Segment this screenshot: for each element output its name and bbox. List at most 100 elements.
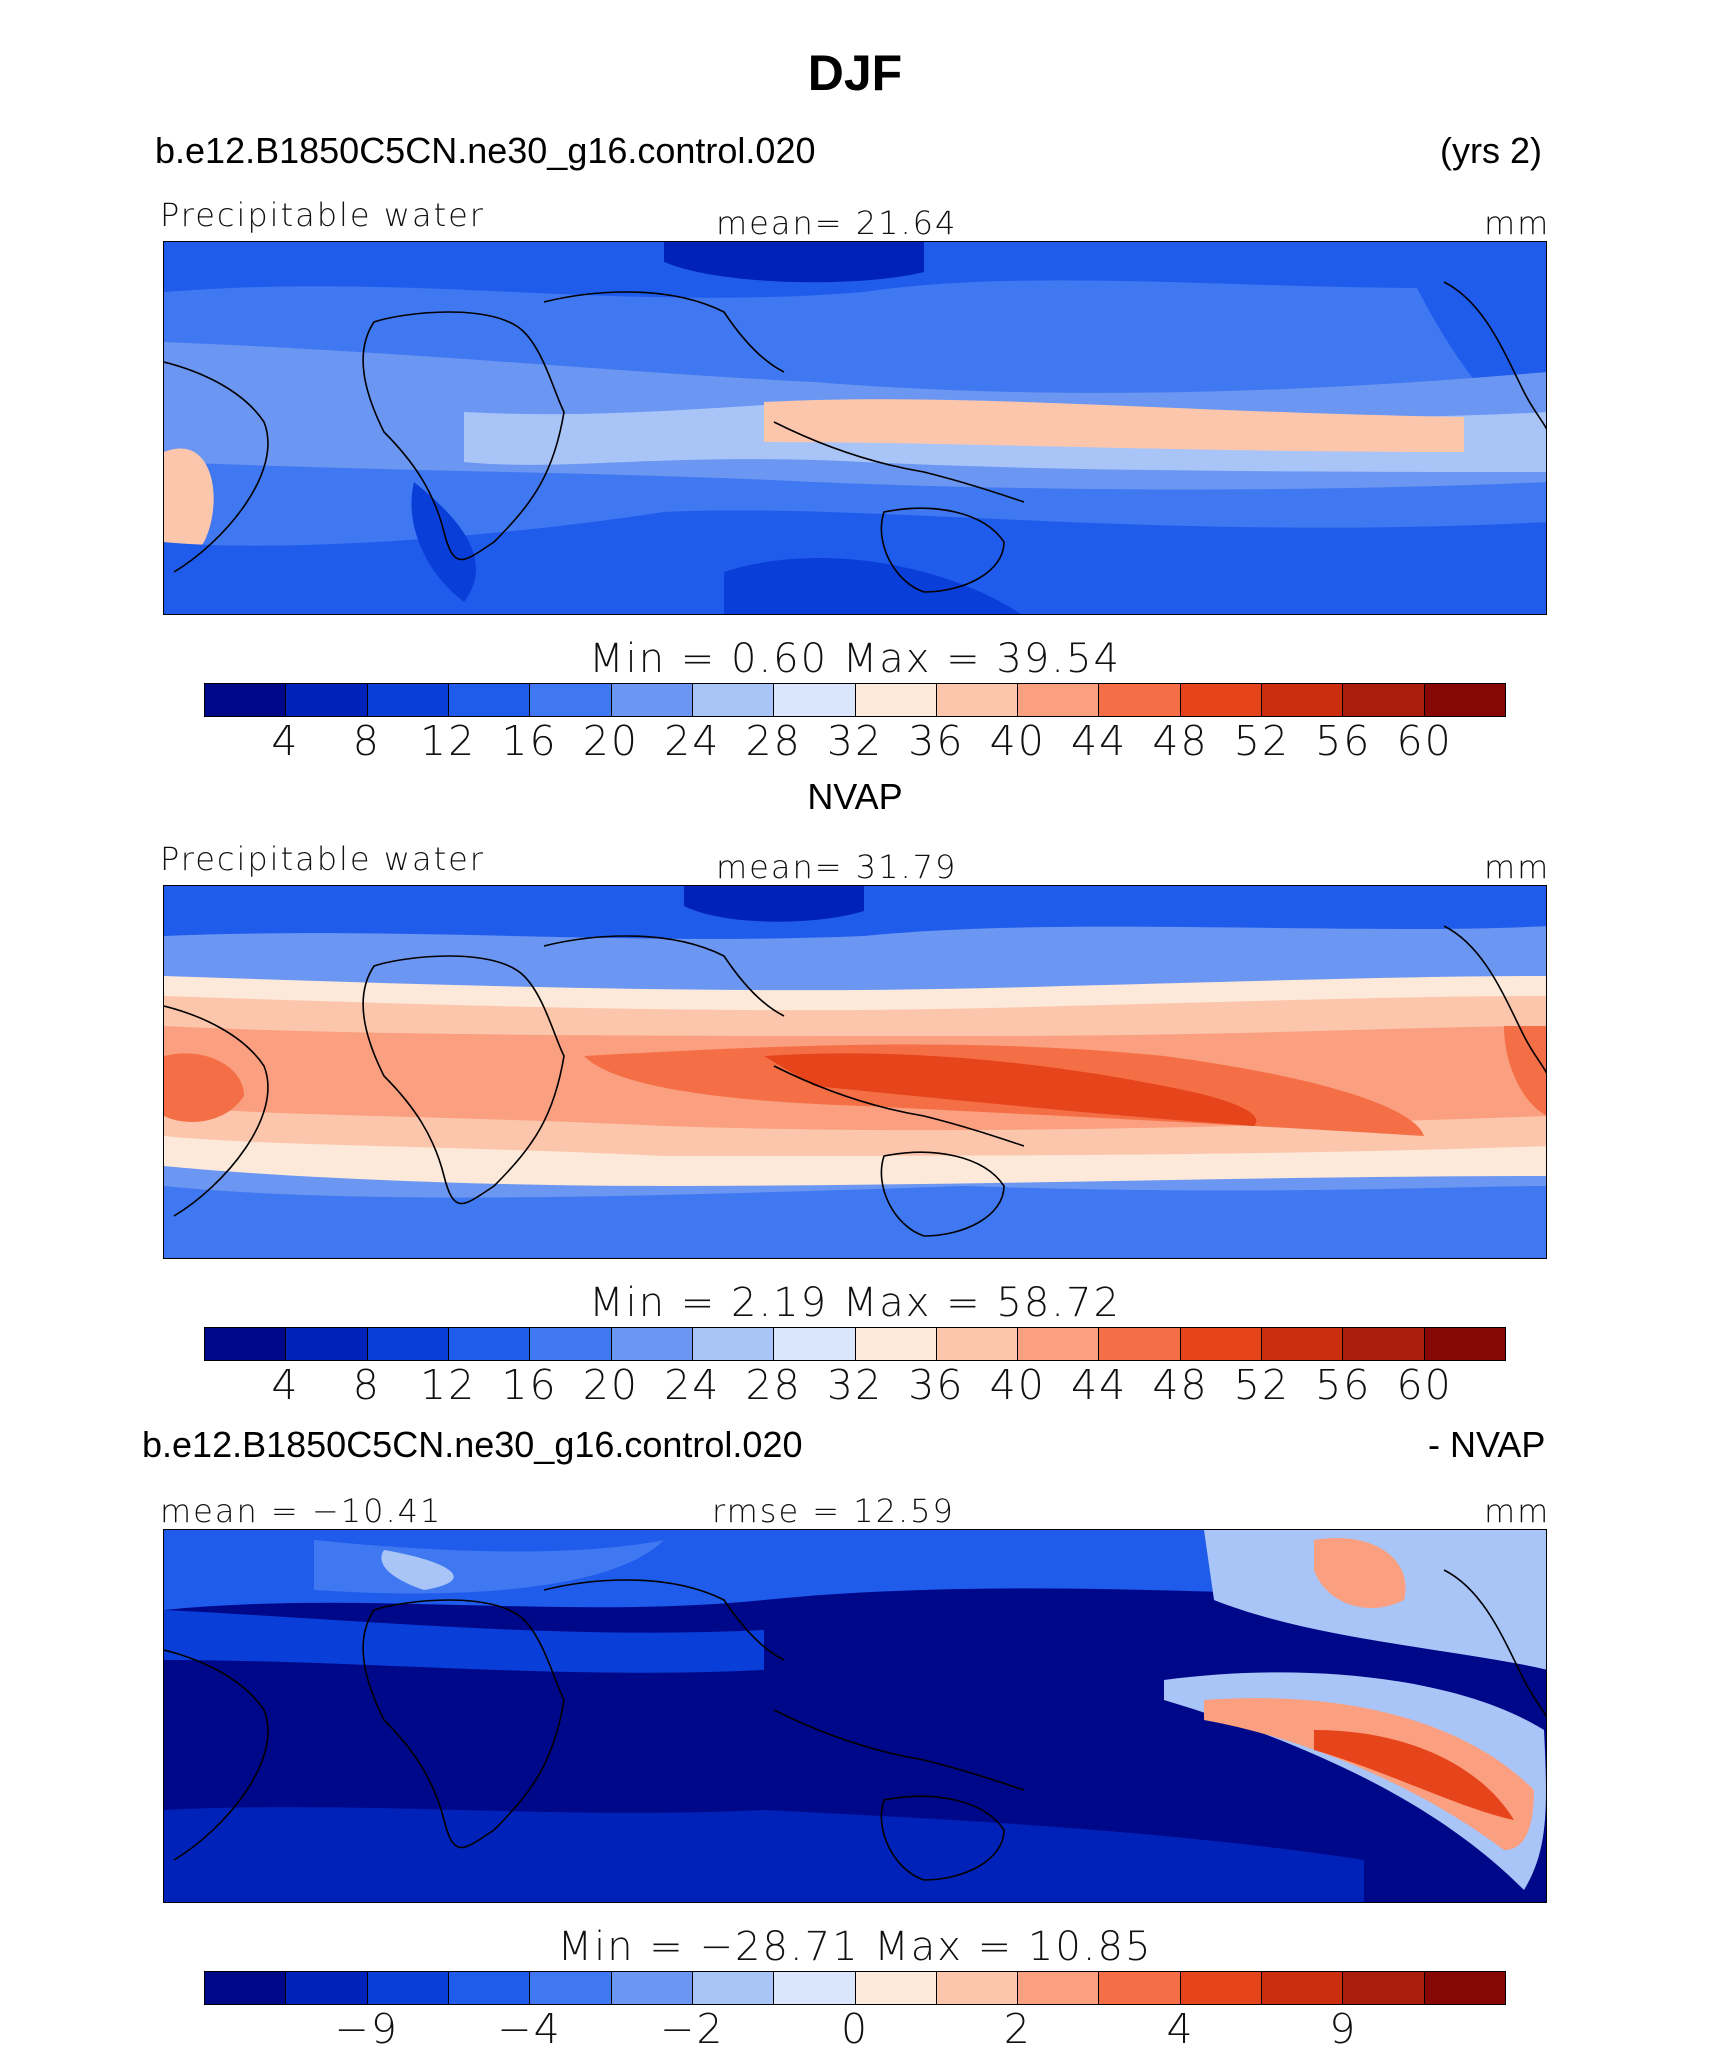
colorbar-swatch	[855, 1972, 937, 2004]
colorbar-swatch	[1018, 684, 1100, 716]
colorbar-swatch	[1424, 1328, 1505, 1360]
colorbar-swatch	[205, 1972, 287, 2004]
colorbar-swatch	[286, 684, 368, 716]
colorbar-tick-label: 36	[908, 1361, 965, 1409]
colorbar-swatch	[1424, 1972, 1505, 2004]
panel1-min-max: Min = 0.60 Max = 39.54	[589, 636, 1121, 682]
colorbar-tick-label: 40	[989, 1361, 1046, 1409]
panel3-mean: mean = −10.41	[160, 1492, 443, 1530]
colorbar-swatch	[1180, 1328, 1263, 1360]
colorbar-tick-label: 56	[1315, 717, 1372, 765]
colorbar-swatch	[1262, 1328, 1344, 1360]
colorbar-swatch	[530, 1328, 612, 1360]
colorbar-swatch	[205, 1328, 287, 1360]
colorbar-tick-label: 48	[1152, 1361, 1209, 1409]
colorbar-swatch	[936, 1328, 1019, 1360]
panel2-mean: mean= 31.79	[716, 848, 958, 886]
colorbar-swatch	[1262, 1972, 1344, 2004]
colorbar-swatch	[1099, 1328, 1181, 1360]
colorbar-tick-label: 8	[352, 717, 381, 765]
colorbar-tick-label: 4	[271, 1361, 300, 1409]
panel3-diff-label: - NVAP	[1428, 1424, 1546, 1465]
colorbar-swatch	[936, 684, 1019, 716]
panel2-nvap-map	[163, 885, 1547, 1259]
panel3-case-name: b.e12.B1850C5CN.ne30_g16.control.020	[142, 1424, 803, 1465]
colorbar-swatch	[1018, 1972, 1100, 2004]
panel1-colorbar	[204, 683, 1506, 717]
panel1-case-name: b.e12.B1850C5CN.ne30_g16.control.020	[155, 130, 816, 171]
colorbar-swatch	[692, 684, 775, 716]
colorbar-swatch	[1343, 1328, 1425, 1360]
colorbar-swatch	[1424, 684, 1505, 716]
colorbar-swatch	[367, 684, 449, 716]
colorbar-swatch	[286, 1972, 368, 2004]
colorbar-tick-label: 28	[745, 717, 802, 765]
colorbar-tick-label: 60	[1396, 1361, 1453, 1409]
colorbar-swatch	[448, 1328, 531, 1360]
colorbar-tick-label: 52	[1233, 717, 1290, 765]
colorbar-tick-label: 4	[271, 717, 300, 765]
colorbar-tick-label: 9	[1329, 2005, 1358, 2053]
panel3-rmse: rmse = 12.59	[712, 1492, 955, 1530]
panel3-units: mm	[1484, 1492, 1551, 1530]
colorbar-swatch	[1343, 684, 1425, 716]
colorbar-tick-label: 44	[1071, 1361, 1128, 1409]
colorbar-swatch	[1018, 1328, 1100, 1360]
panel1-units: mm	[1484, 204, 1551, 242]
colorbar-tick-label: 40	[989, 717, 1046, 765]
panel2-units: mm	[1484, 848, 1551, 886]
colorbar-tick-label: 24	[664, 1361, 721, 1409]
colorbar-swatch	[448, 1972, 531, 2004]
colorbar-swatch	[1262, 684, 1344, 716]
colorbar-swatch	[774, 684, 856, 716]
colorbar-swatch	[1180, 1972, 1263, 2004]
colorbar-swatch	[1343, 1972, 1425, 2004]
colorbar-tick-label: 12	[420, 717, 477, 765]
colorbar-tick-label: −2	[660, 2005, 725, 2053]
colorbar-tick-label: −9	[334, 2005, 399, 2053]
colorbar-tick-label: 20	[582, 1361, 639, 1409]
colorbar-swatch	[936, 1972, 1019, 2004]
colorbar-tick-label: 44	[1071, 717, 1128, 765]
colorbar-tick-label: 36	[908, 717, 965, 765]
colorbar-swatch	[286, 1328, 368, 1360]
colorbar-tick-label: 60	[1396, 717, 1453, 765]
colorbar-swatch	[367, 1972, 449, 2004]
colorbar-swatch	[774, 1972, 856, 2004]
colorbar-swatch	[530, 684, 612, 716]
page-title: DJF	[807, 45, 903, 101]
colorbar-tick-label: 8	[352, 1361, 381, 1409]
colorbar-tick-label: −4	[497, 2005, 562, 2053]
colorbar-swatch	[855, 1328, 937, 1360]
colorbar-swatch	[611, 684, 693, 716]
colorbar-tick-label: 24	[664, 717, 721, 765]
colorbar-tick-label: 48	[1152, 717, 1209, 765]
panel1-variable-label: Precipitable water	[160, 196, 485, 234]
colorbar-swatch	[530, 1972, 612, 2004]
colorbar-tick-label: 0	[840, 2005, 870, 2053]
colorbar-swatch	[611, 1328, 693, 1360]
colorbar-tick-label: 32	[826, 717, 884, 765]
colorbar-tick-label: 16	[501, 1361, 558, 1409]
colorbar-swatch	[1099, 684, 1181, 716]
colorbar-swatch	[692, 1972, 775, 2004]
colorbar-swatch	[448, 684, 531, 716]
colorbar-tick-label: 2	[1003, 2005, 1032, 2053]
colorbar-swatch	[1099, 1972, 1181, 2004]
colorbar-tick-label: 4	[1166, 2005, 1195, 2053]
colorbar-swatch	[367, 1328, 449, 1360]
panel3-min-max: Min = −28.71 Max = 10.85	[557, 1924, 1153, 1970]
colorbar-swatch	[611, 1972, 693, 2004]
colorbar-swatch	[855, 684, 937, 716]
panel1-mean: mean= 21.64	[716, 204, 958, 242]
colorbar-swatch	[1180, 684, 1263, 716]
panel2-min-max: Min = 2.19 Max = 58.72	[589, 1280, 1121, 1326]
colorbar-swatch	[205, 684, 287, 716]
panel1-years: (yrs 2)	[1440, 130, 1542, 171]
colorbar-tick-label: 56	[1315, 1361, 1372, 1409]
panel2-colorbar	[204, 1327, 1506, 1361]
panel2-title: NVAP	[807, 776, 903, 817]
panel2-variable-label: Precipitable water	[160, 840, 485, 878]
panel1-model-map	[163, 241, 1547, 615]
colorbar-tick-label: 28	[745, 1361, 802, 1409]
